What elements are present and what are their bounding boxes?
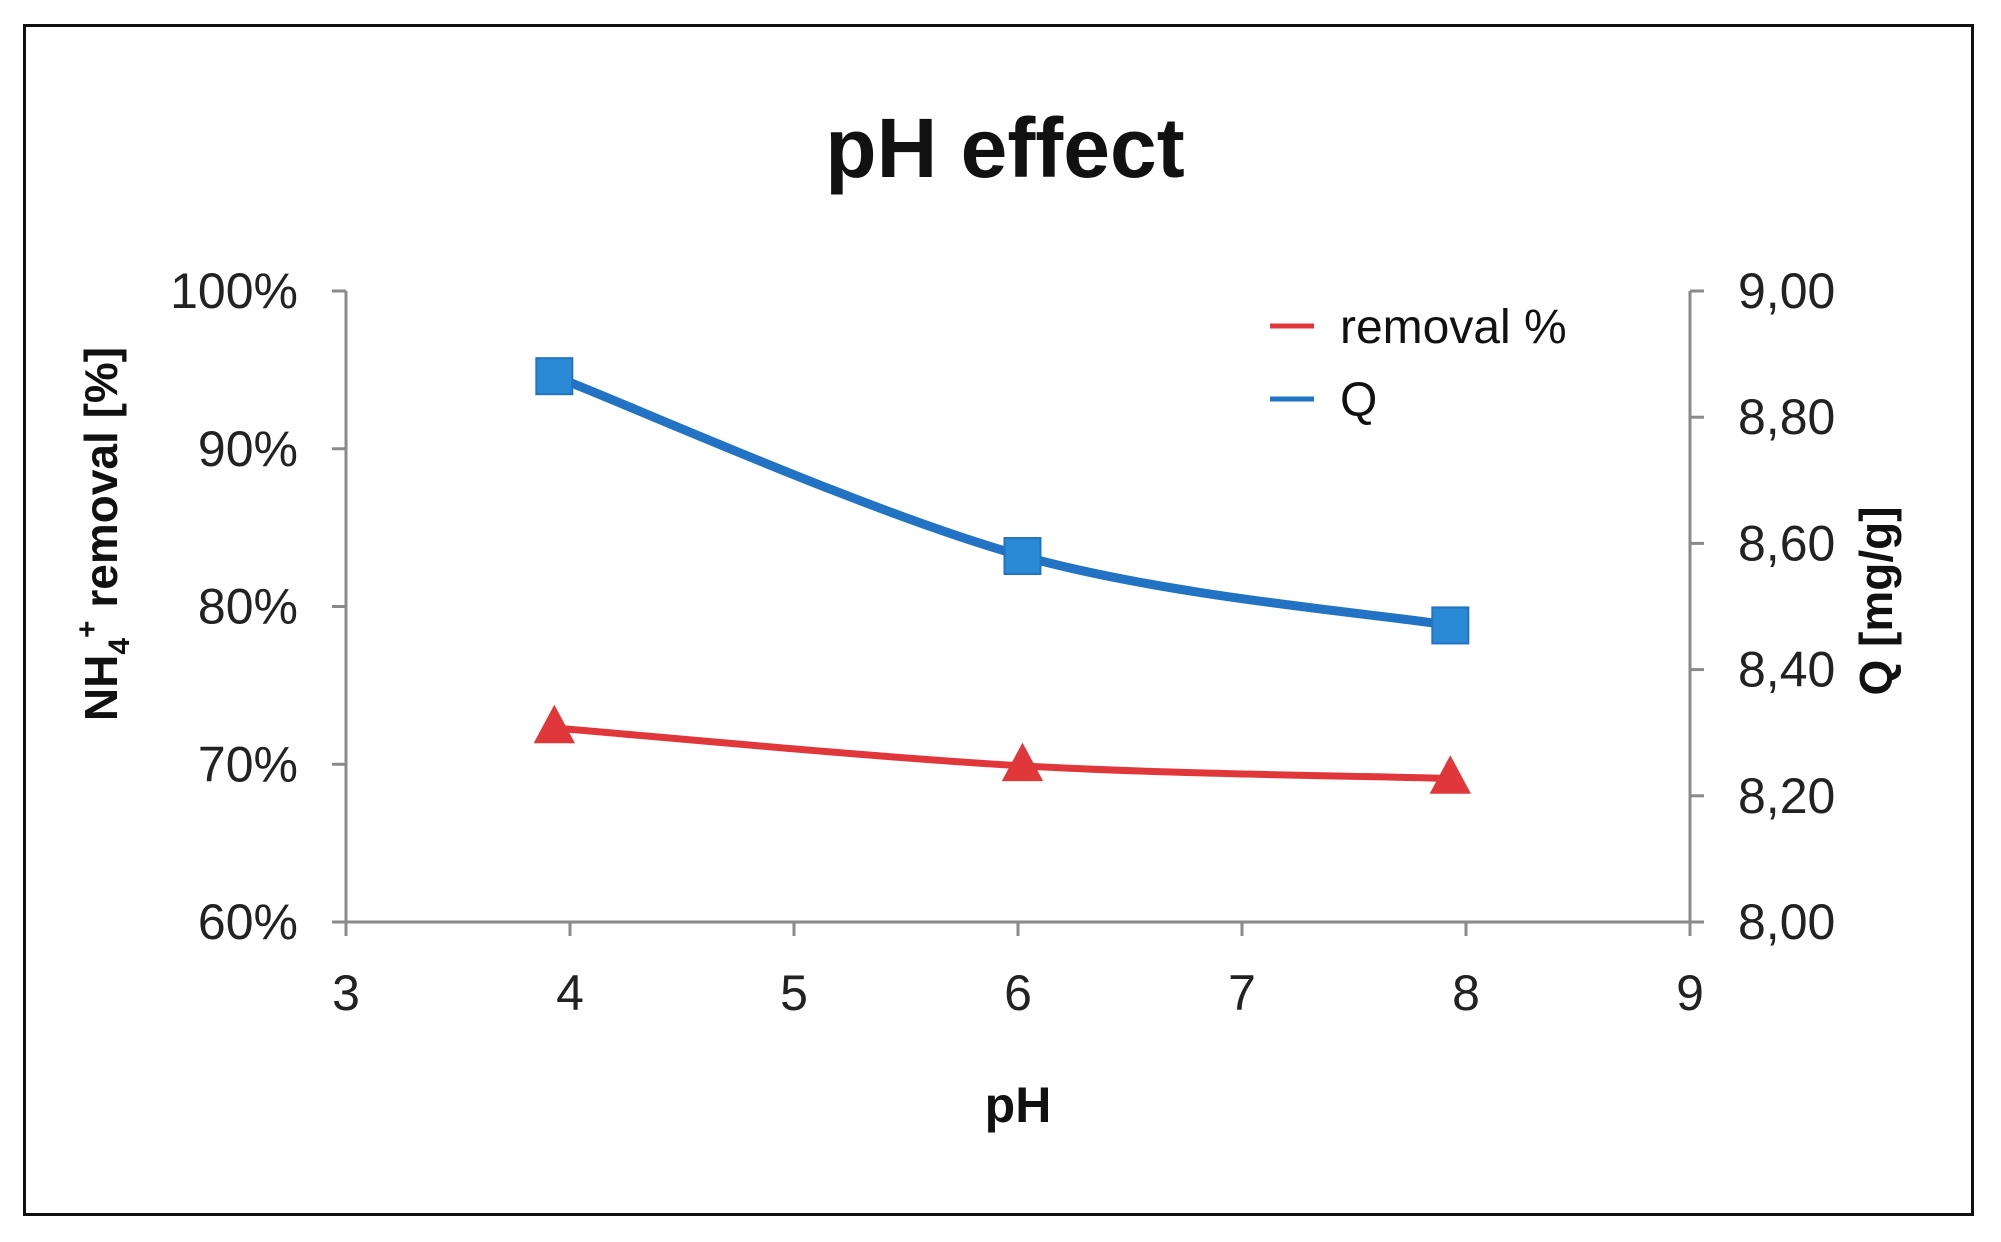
series-line-q	[549, 371, 1455, 630]
y-left-title-superscript: +	[71, 620, 104, 638]
y-left-tick-label: 60%	[198, 894, 298, 950]
y-right-tick-label: 9,00	[1738, 263, 1835, 319]
data-point-q	[535, 357, 574, 396]
y-left-tick-label: 70%	[198, 736, 298, 792]
y-right-tick-label: 8,20	[1738, 768, 1835, 824]
y-right-tick-label: 8,40	[1738, 642, 1835, 698]
x-tick-label: 9	[1676, 965, 1704, 1021]
series-layer	[533, 357, 1471, 794]
y-right-tick-label: 8,60	[1738, 515, 1835, 571]
legend-label-removal: removal %	[1340, 301, 1567, 354]
tick-labels: 3 4 5 6 7 8 9 60% 70% 80% 90% 100% 8,00 8,20 8,40 8,60 8…	[170, 263, 1835, 1021]
y-right-tick-label: 8,00	[1738, 894, 1835, 950]
y-left-tick-label: 100%	[170, 263, 298, 319]
x-tick-label: 7	[1228, 965, 1256, 1021]
x-tick-label: 5	[780, 965, 808, 1021]
legend: removal % Q	[1270, 301, 1567, 427]
chart-title: pH effect	[825, 101, 1184, 195]
series-line-removal	[550, 724, 1454, 782]
y-left-title-prefix: NH	[75, 655, 127, 721]
legend-label-q: Q	[1340, 374, 1377, 427]
y-left-tick-label: 80%	[198, 579, 298, 635]
x-tick-label: 8	[1452, 965, 1480, 1021]
y-left-axis-title: NH4+ removal [%]	[71, 347, 136, 721]
y-right-axis-title: Q [mg/g]	[1850, 506, 1902, 695]
y-left-tick-label: 90%	[198, 421, 298, 477]
data-point-q	[1003, 537, 1042, 576]
y-left-title-suffix: removal [%]	[75, 347, 127, 621]
y-right-tick-label: 8,80	[1738, 389, 1835, 445]
y-left-title-subscript: 4	[103, 638, 136, 655]
axes	[332, 289, 1704, 936]
chart-frame	[23, 24, 1974, 1216]
x-tick-label: 4	[556, 965, 584, 1021]
x-tick-label: 6	[1004, 965, 1032, 1021]
data-point-removal	[1001, 742, 1044, 782]
data-point-removal	[1429, 755, 1471, 794]
data-point-removal	[533, 704, 575, 744]
x-axis-title: pH	[985, 1077, 1052, 1133]
data-point-q	[1431, 606, 1470, 645]
x-tick-label: 3	[332, 965, 360, 1021]
